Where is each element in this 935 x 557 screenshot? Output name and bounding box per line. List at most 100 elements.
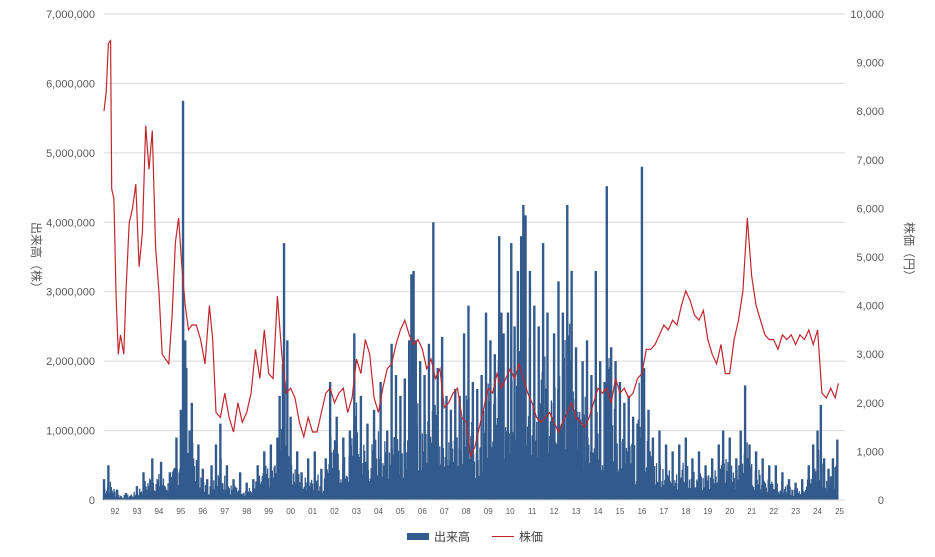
volume-bar [710,458,714,500]
volume-bar-fill [699,473,702,500]
volume-bar [480,375,483,500]
volume-bar-fill [109,481,112,500]
volume-bar [768,465,771,500]
volume-bar-fill [764,483,767,500]
volume-bar-fill [727,462,729,500]
volume-bar-fill [406,452,408,500]
volume-bar-fill [758,469,760,500]
volume-bar [181,100,185,501]
volume-bar-fill [730,465,733,500]
volume-bar-fill [724,482,726,500]
volume-bar-fill [612,461,615,500]
volume-bar-fill [608,358,610,500]
volume-bar-fill [650,456,652,500]
volume-bar [219,423,222,500]
volume-bar [570,270,573,500]
volume-bar-fill [364,450,366,500]
volume-bar-fill [364,461,367,500]
volume-bar-fill [249,491,252,500]
volume-bar [748,444,751,500]
volume-bar-fill [106,490,108,500]
volume-bar [603,381,606,500]
volume-bar-fill [473,461,476,500]
volume-bar [269,444,273,500]
volume-bar [581,361,584,500]
volume-bar-fill [597,433,599,500]
volume-bar [440,336,444,500]
volume-bar-fill [491,447,493,500]
volume-bar-fill [738,465,740,500]
volume-bar-fill [332,449,335,500]
volume-bar-fill [622,438,624,500]
volume-bar [210,465,213,500]
volume-bar-fill [568,335,570,500]
volume-bar-fill [442,448,445,500]
volume-bar [320,468,323,500]
volume-bar-fill [715,476,717,500]
volume-bar [605,186,608,500]
volume-bar-fill [461,417,463,500]
volume-bar [300,472,303,500]
volume-bar-fill [447,465,449,500]
volume-bar-fill [275,473,277,500]
volume-bar-fill [153,490,155,500]
volume-bar-fill [638,382,640,500]
volume-bar-fill [358,457,360,500]
volume-bar-fill [119,495,122,500]
volume-bar-fill [172,469,175,500]
volume-bar [598,361,602,500]
volume-bar-fill [311,483,314,500]
volume-bar-fill [654,484,657,500]
volume-bar [348,430,352,500]
volume-bar-fill [194,481,197,500]
volume-bar [414,340,417,500]
left-tick-label: 4,000,000 [46,217,95,229]
volume-bar [781,472,784,500]
volume-bar-fill [444,456,446,500]
volume-bar-fill [418,470,420,500]
volume-bar [537,326,540,500]
volume-bar-fill [703,487,705,500]
volume-bar-fill [236,491,239,500]
volume-bar [533,305,536,500]
volume-bar-fill [134,494,136,500]
volume-bar-fill [487,383,489,500]
volume-bar-fill [288,456,290,500]
x-tick-label: 99 [264,507,273,516]
volume-bar-fill [321,492,324,500]
volume-bar-fill [268,478,270,500]
x-tick-label: 25 [835,507,844,516]
volume-bar [502,333,505,500]
volume-bar-fill [495,424,498,500]
volume-bar-fill [241,494,243,500]
volume-bar-fill [221,482,223,500]
volume-bar [197,444,200,500]
x-tick-label: 04 [374,507,383,516]
volume-bar-fill [326,469,328,500]
volume-bar-fill [688,479,691,500]
volume-bar-fill [631,444,633,500]
volume-bar-fill [261,476,263,500]
x-tick-label: 12 [550,507,559,516]
volume-bar [238,472,242,500]
volume-bar [524,215,527,501]
volume-bar-fill [526,426,529,500]
volume-bar [462,333,466,500]
volume-bar-fill [572,391,574,500]
volume-bar-fill [742,472,745,500]
volume-bar-fill [167,483,169,500]
volume-bar [418,361,422,500]
volume-bar-fill [809,483,811,500]
volume-bar-fill [770,483,772,500]
volume-bar-fill [171,471,174,500]
volume-bar [609,347,613,500]
volume-bar [664,444,668,500]
volume-bar-fill [131,496,134,500]
volume-bar [585,340,589,500]
x-tick-label: 13 [572,507,581,516]
volume-bar [142,472,145,500]
volume-bar-fill [200,477,202,500]
volume-bar-fill [159,486,161,500]
volume-bar-fill [204,485,207,500]
volume-bar-fill [223,489,225,500]
